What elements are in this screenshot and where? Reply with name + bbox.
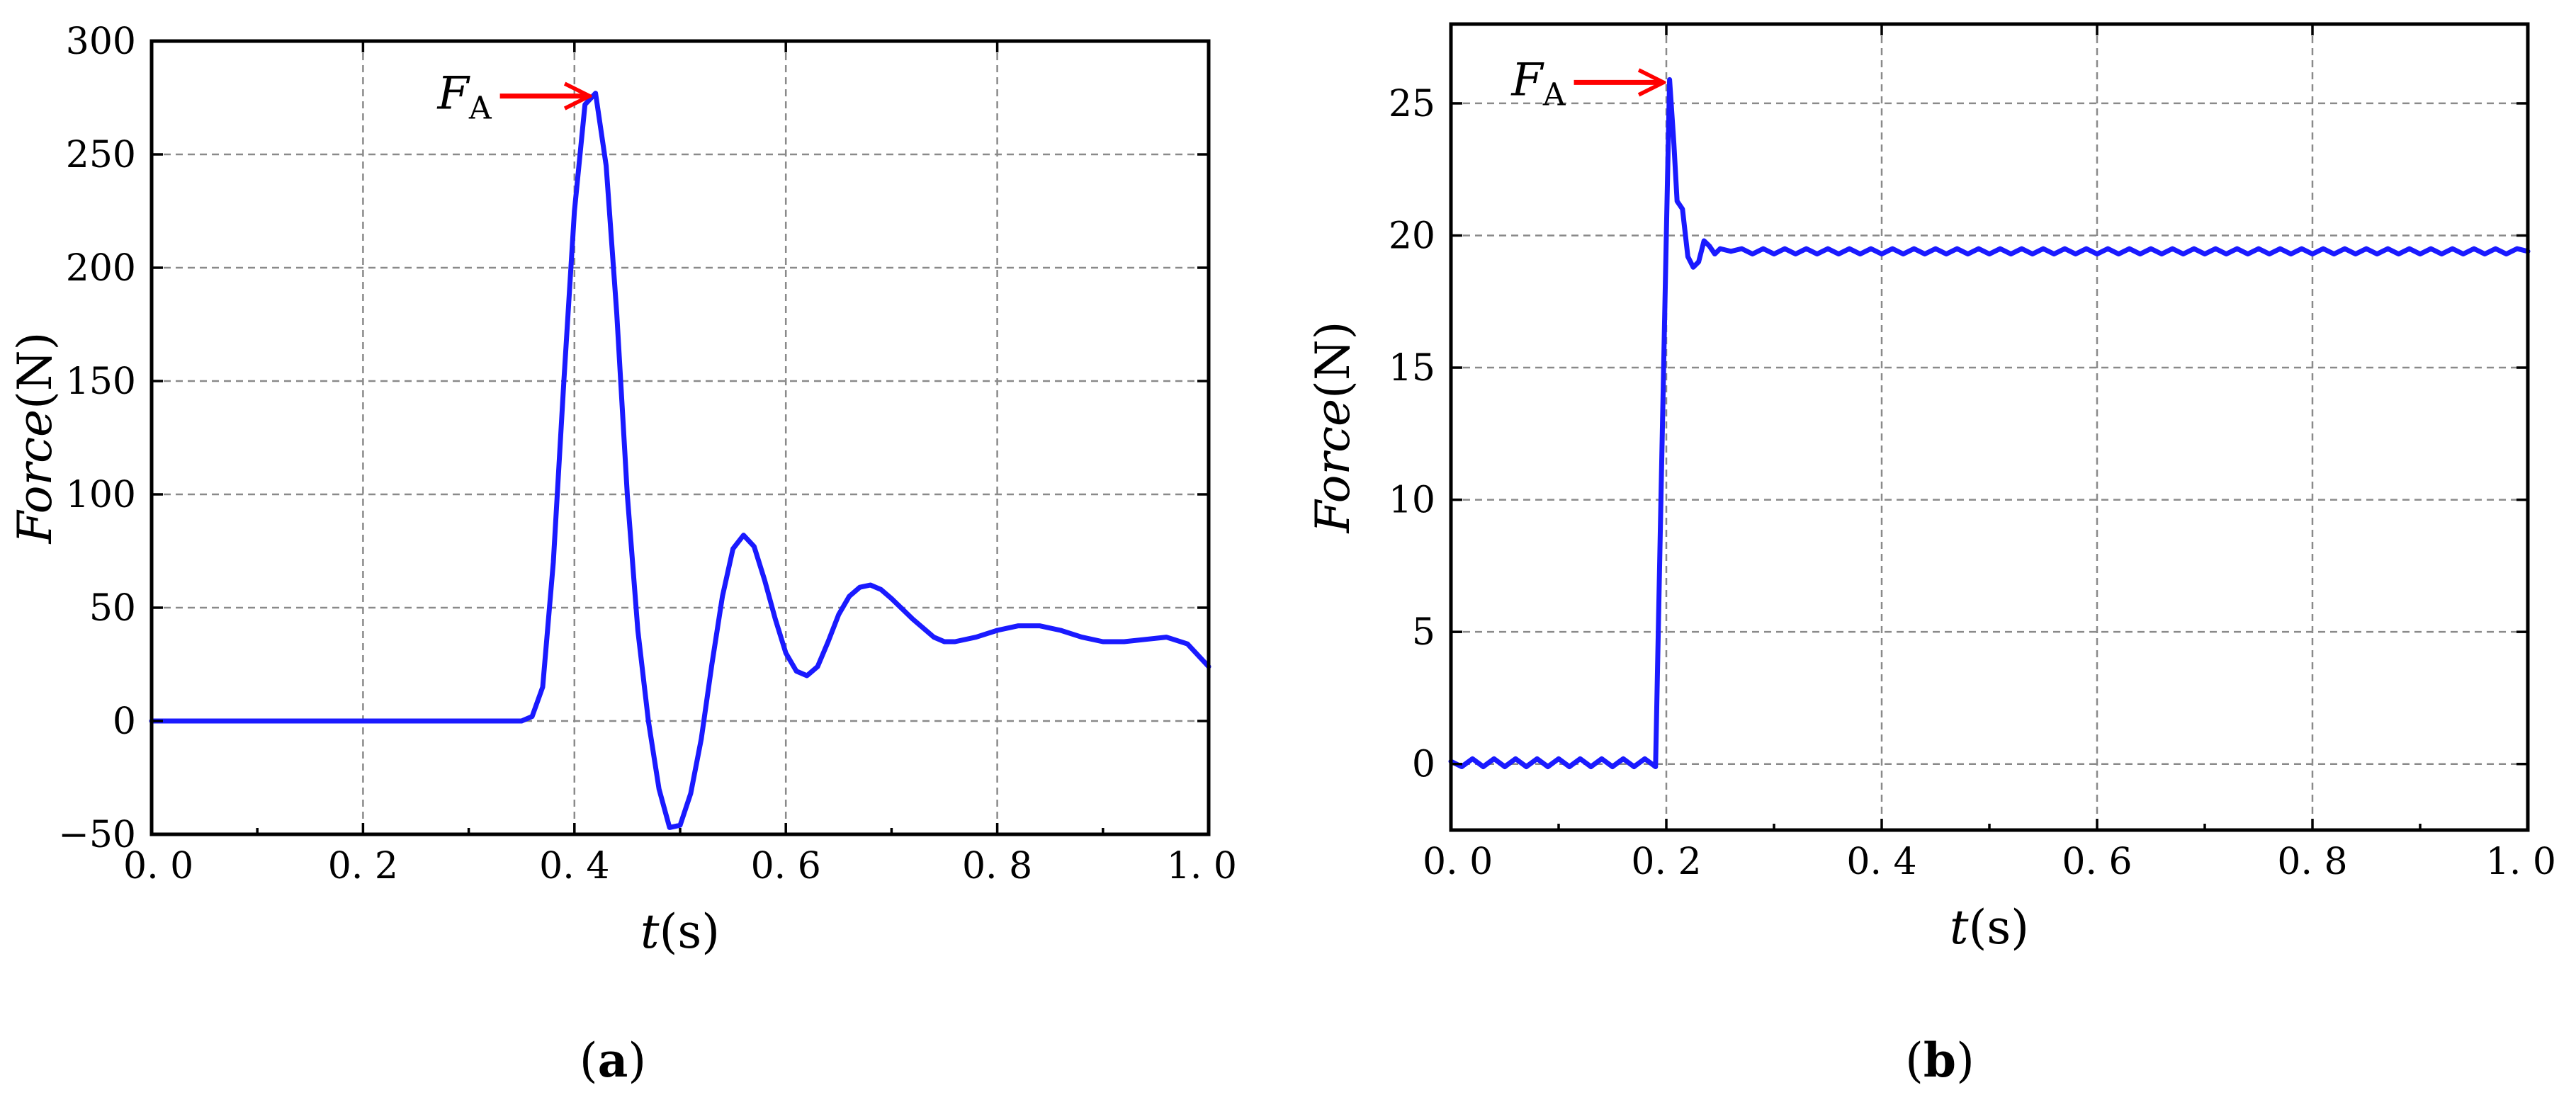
xtick-label-a-4: 0. 8 (962, 845, 1032, 887)
xtick-label-a-3: 0. 6 (751, 845, 821, 887)
ytick-label-b-3: 15 (1389, 347, 1435, 390)
plot-frame-a (149, 39, 1211, 836)
plot-frame-b (1449, 22, 2530, 832)
ytick-label-b-1: 5 (1412, 611, 1435, 654)
series-line-b-0 (1448, 76, 2531, 769)
ytick-label-a-7: 300 (66, 21, 136, 63)
ytick-label-a-0: −50 (58, 814, 136, 856)
xtick-label-b-3: 0. 6 (2062, 841, 2132, 883)
peak-annotation-a: FA (436, 68, 492, 127)
ytick-label-a-3: 100 (66, 474, 136, 516)
x-axis-label-a: t(s) (640, 904, 720, 959)
panel-label-b: (b) (1905, 1033, 1975, 1088)
xtick-label-b-0: 0. 0 (1423, 841, 1493, 883)
chart-panel-a: 0. 0 0. 2 0. 4 0. 6 0. 8 1. 0 −50 0 50 100 150 200 2… (8, 21, 1237, 1088)
ytick-label-a-6: 250 (66, 134, 136, 176)
xtick-label-a-1: 0. 2 (328, 845, 398, 887)
ytick-label-b-4: 20 (1389, 215, 1435, 257)
panel-label-a: (a) (580, 1033, 646, 1088)
xtick-label-b-1: 0. 2 (1631, 841, 1701, 883)
ytick-label-b-0: 0 (1412, 744, 1435, 786)
chart-panel-b: 0. 0 0. 2 0. 4 0. 6 0. 8 1. 0 0 5 10 15 20 25 t(s) Fo… (1306, 22, 2556, 1088)
y-axis-label-b: Force(N) (1306, 322, 1360, 534)
x-axis-label-b: t(s) (1950, 900, 2029, 955)
xtick-label-a-2: 0. 4 (539, 845, 609, 887)
ytick-label-b-2: 10 (1389, 479, 1435, 522)
xtick-label-a-5: 1. 0 (1167, 845, 1237, 887)
xtick-label-b-4: 0. 8 (2277, 841, 2347, 883)
xtick-label-b-2: 0. 4 (1846, 841, 1916, 883)
y-axis-label-a: Force(N) (8, 332, 62, 545)
ytick-label-a-5: 200 (66, 247, 136, 290)
series-line-a-0 (149, 91, 1211, 830)
ytick-label-a-1: 0 (113, 700, 136, 743)
peak-annotation-b: FA (1510, 54, 1566, 113)
ytick-label-b-5: 25 (1389, 83, 1435, 125)
xtick-label-b-5: 1. 0 (2486, 841, 2556, 883)
ytick-label-a-2: 50 (89, 587, 136, 630)
ytick-label-a-4: 150 (66, 361, 136, 403)
xtick-label-a-0: 0. 0 (123, 845, 193, 887)
